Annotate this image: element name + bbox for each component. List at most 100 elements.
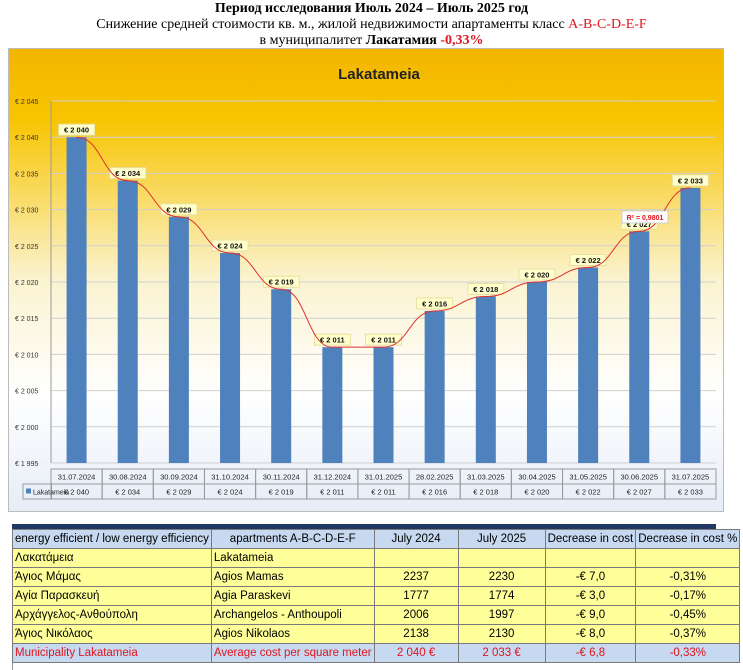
table-cell: 2006 xyxy=(373,605,459,625)
table-cell: 1774 xyxy=(457,586,546,606)
data-label-bg xyxy=(467,282,505,295)
bar xyxy=(680,187,701,463)
municipality-change: -0,33% xyxy=(436,33,484,48)
y-tick-label: € 2 015 xyxy=(15,316,38,323)
header-cell: energy efficient / low energy efficiency xyxy=(12,529,212,549)
table-cell: -€ 3,0 xyxy=(544,586,637,606)
report-subtitle: Снижение средней стоимости кв. м., жилой… xyxy=(0,17,743,33)
table-cell: 2130 xyxy=(457,624,546,644)
table-row: Αρχάγγελος-Ανθούπολη Archangelos - Anthou… xyxy=(12,605,741,625)
subtitle-text: Снижение средней стоимости кв. м., жилой… xyxy=(96,17,569,32)
data-table-value: € 2 011 xyxy=(371,488,395,497)
municipality-prefix: в муниципалитет xyxy=(259,33,366,48)
table-cell xyxy=(457,548,546,568)
data-table-value: € 2 018 xyxy=(473,488,498,497)
table-top-bar xyxy=(12,524,716,529)
bar xyxy=(66,137,87,463)
x-tick-label: 31.07.2024 xyxy=(58,473,96,482)
bar xyxy=(629,231,650,463)
x-tick-label: 31.07.2025 xyxy=(672,473,710,482)
x-tick-label: 30.04.2025 xyxy=(518,473,556,482)
data-label: € 2 024 xyxy=(218,242,244,251)
data-label-bg xyxy=(211,239,249,252)
summary-cell: Municipality Lakatameia xyxy=(12,643,212,663)
bar xyxy=(373,347,394,463)
data-table-value: € 2 024 xyxy=(218,488,243,497)
table-cell: -€ 7,0 xyxy=(544,567,637,587)
data-label-bg xyxy=(313,333,351,346)
y-tick-label: € 2 010 xyxy=(15,352,38,359)
table-cell: Αρχάγγελος-Ανθούπολη xyxy=(12,605,212,625)
table-cell: Λακατάμεια xyxy=(12,548,212,568)
trendline xyxy=(76,136,691,348)
header-cell: Decrease in cost % xyxy=(635,529,741,549)
bar xyxy=(271,289,292,463)
table-row: Λακατάμεια Lakatameia xyxy=(12,548,741,568)
table-cell: Άγιος Νικόλαος xyxy=(12,624,212,644)
chart-title: Lakatameia xyxy=(338,66,420,83)
data-label: € 2 011 xyxy=(320,336,345,345)
data-label: € 2 022 xyxy=(576,256,601,265)
table-cell: Lakatameia xyxy=(210,548,375,568)
table-cut-edge xyxy=(12,663,717,670)
r2-label: R² = 0,9801 xyxy=(627,215,664,222)
data-table-value: € 2 016 xyxy=(422,488,447,497)
y-tick-label: € 2 035 xyxy=(15,171,38,178)
data-table-value: € 2 022 xyxy=(576,488,601,497)
y-tick-label: € 2 045 xyxy=(15,99,38,106)
bar xyxy=(168,216,189,463)
data-label-bg xyxy=(109,167,147,180)
data-label-bg xyxy=(671,174,709,187)
y-tick-label: € 2 030 xyxy=(15,208,38,215)
table-cell: -0,37% xyxy=(635,624,741,644)
data-label: € 2 034 xyxy=(115,169,141,178)
legend-cell xyxy=(22,483,52,500)
table-cell: 2237 xyxy=(373,567,459,587)
data-label: € 2 040 xyxy=(64,126,89,135)
table-cell: Αγία Παρασκευή xyxy=(12,586,212,606)
legend-label: Lakatameia xyxy=(33,490,69,497)
x-tick-label: 28.02.2025 xyxy=(416,473,454,482)
table-cell: -€ 9,0 xyxy=(544,605,637,625)
price-table: energy efficient / low energy efficiency… xyxy=(12,529,741,663)
data-table-value: € 2 020 xyxy=(524,488,549,497)
table-row: Άγιος Νικόλαος Agios Nikolaos 2138 2130 -€ 8… xyxy=(12,624,741,644)
header-cell: apartments A-B-C-D-E-F xyxy=(210,529,375,549)
x-tick-label: 30.06.2025 xyxy=(620,473,658,482)
summary-cell: 2 040 € xyxy=(373,643,459,663)
data-label-bg xyxy=(569,254,607,267)
header-cell: Decrease in cost xyxy=(544,529,637,549)
class-range: A-B-C-D-E-F xyxy=(568,17,647,32)
data-table-value: € 2 033 xyxy=(678,488,703,497)
x-tick-label: 30.09.2024 xyxy=(160,473,198,482)
x-tick-label: 30.11.2024 xyxy=(263,473,300,482)
header-cell: July 2024 xyxy=(373,529,459,549)
report-title: Период исследования Июль 2024 – Июль 202… xyxy=(214,1,529,16)
data-table-value: € 2 029 xyxy=(166,488,191,497)
table-cell xyxy=(544,548,637,568)
header-cell: July 2025 xyxy=(457,529,546,549)
report-municipality: в муниципалитет Лакатамия -0,33% xyxy=(0,33,743,49)
y-tick-label: € 2 025 xyxy=(15,244,38,251)
summary-cell: Average cost per square meter xyxy=(210,643,375,663)
summary-cell: 2 033 € xyxy=(457,643,546,663)
data-label: € 2 033 xyxy=(678,176,703,185)
data-label-bg xyxy=(365,333,402,346)
table-row: Αγία Παρασκευή Agia Paraskevi 1777 1774 -€ 3… xyxy=(12,586,741,606)
summary-cell: -€ 6,8 xyxy=(544,643,637,663)
x-tick-label: 31.05.2025 xyxy=(569,473,607,482)
x-tick-label: 31.03.2025 xyxy=(467,473,505,482)
summary-cell: -0,33% xyxy=(635,643,741,663)
table-cell xyxy=(635,548,741,568)
x-tick-label: 31.01.2025 xyxy=(365,473,403,482)
bar xyxy=(117,180,138,463)
x-tick-label: 31.12.2024 xyxy=(314,473,352,482)
y-tick-label: € 2 005 xyxy=(15,389,38,396)
chart-area: Lakatameia € 1 995 € 2 000 € 2 005 € 2 010 €… xyxy=(8,48,724,512)
y-tick-label: € 2 020 xyxy=(15,280,38,287)
table-cell: Agia Paraskevi xyxy=(210,586,375,606)
data-table-value: € 2 034 xyxy=(115,488,140,497)
table-cell: -0,31% xyxy=(635,567,741,587)
bar xyxy=(220,253,241,463)
summary-row: Municipality Lakatameia Average cost per … xyxy=(12,643,741,663)
